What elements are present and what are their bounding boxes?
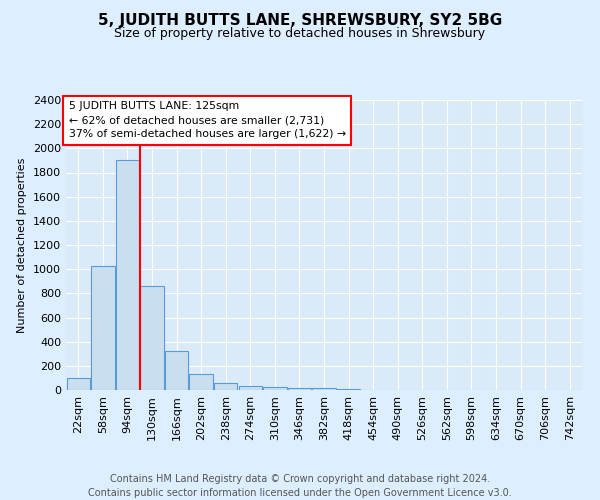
Text: 5 JUDITH BUTTS LANE: 125sqm
← 62% of detached houses are smaller (2,731)
37% of : 5 JUDITH BUTTS LANE: 125sqm ← 62% of det…	[68, 102, 346, 140]
Bar	[91, 266, 115, 390]
Bar	[67, 378, 90, 390]
Bar	[165, 352, 188, 390]
Bar	[116, 160, 139, 390]
Bar	[313, 388, 335, 390]
Text: Contains HM Land Registry data © Crown copyright and database right 2024.
Contai: Contains HM Land Registry data © Crown c…	[88, 474, 512, 498]
Bar	[190, 374, 213, 390]
Y-axis label: Number of detached properties: Number of detached properties	[17, 158, 28, 332]
Bar	[337, 389, 360, 390]
Text: 5, JUDITH BUTTS LANE, SHREWSBURY, SY2 5BG: 5, JUDITH BUTTS LANE, SHREWSBURY, SY2 5B…	[98, 12, 502, 28]
Bar	[214, 384, 238, 390]
Bar	[288, 388, 311, 390]
Bar	[263, 387, 287, 390]
Bar	[239, 386, 262, 390]
Bar	[140, 286, 164, 390]
Text: Size of property relative to detached houses in Shrewsbury: Size of property relative to detached ho…	[115, 28, 485, 40]
